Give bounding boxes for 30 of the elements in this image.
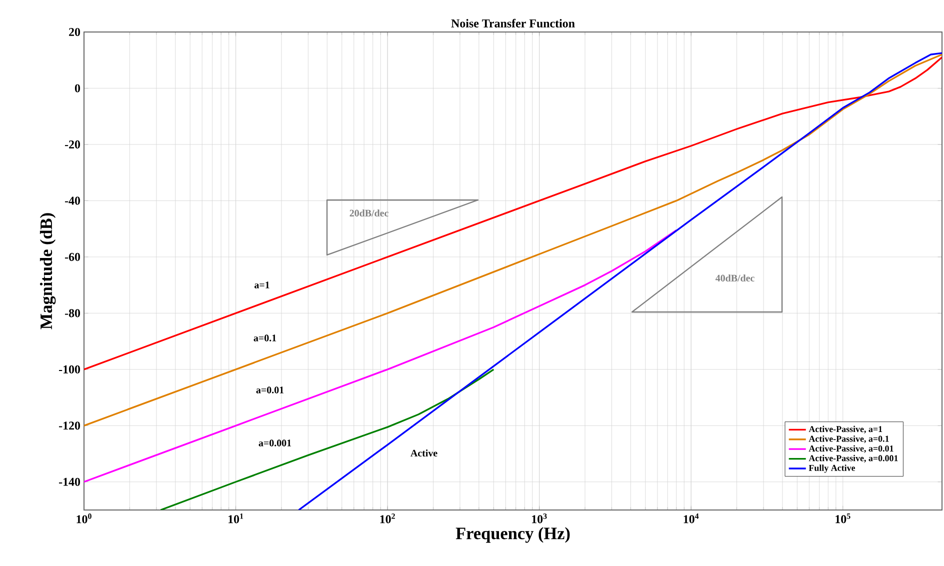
x-tick-label: 10$^{4}$ [684,514,699,524]
legend-label: Active-Passive, a=1 [808,426,882,434]
y-tick-label: -80 [64,309,80,318]
annotation: 20dB/dec [350,209,388,216]
y-axis-title: Magnitude (dB) [40,213,56,330]
x-tick-label: 10$^{5}$ [836,514,850,524]
annotation: 40dB/dec [716,274,754,282]
y-tick-label: -20 [64,140,80,148]
chart-title: Noise Transfer Function [451,18,575,28]
y-tick-label: -120 [59,422,80,430]
annotation: a=0.1 [254,334,276,342]
legend-label: Active-Passive, a=0.1 [808,436,889,444]
legend-label: Active-Passive, a=0.001 [808,454,898,463]
x-tick-label: 10$^{1}$ [228,514,244,524]
y-tick-label: 20 [69,28,80,36]
annotation: a=0.01 [256,386,284,394]
annotation: a=0.001 [258,440,292,446]
annotation: a=1 [254,282,270,288]
y-tick-label: -100 [59,365,80,374]
y-tick-label: -140 [59,478,80,486]
legend-label: Fully Active [808,464,856,473]
x-tick-label: 10$^{0}$ [76,514,92,524]
y-tick-label: -60 [64,252,80,261]
y-tick-label: 0 [74,84,80,92]
annotation: Active [410,449,438,456]
x-tick-label: 10$^{3}$ [532,514,547,524]
x-axis-title: Frequency (Hz) [456,527,570,543]
x-tick-label: 10$^{2}$ [380,514,395,524]
legend-label: Active-Passive, a=0.01 [808,445,894,453]
y-tick-label: -40 [64,196,80,205]
